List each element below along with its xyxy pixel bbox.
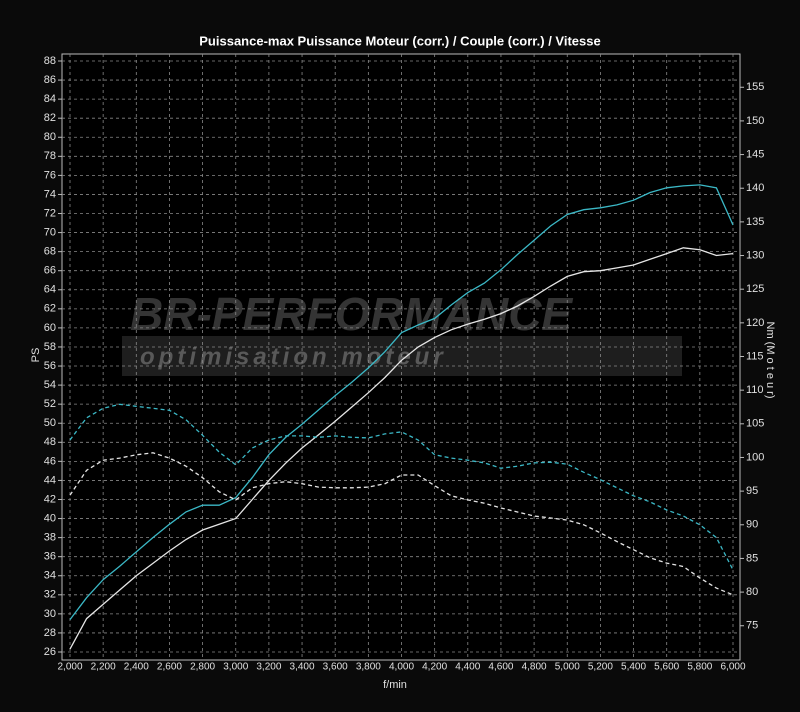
x-tick-label: 4,400 xyxy=(455,662,480,673)
y-axis-label: PS xyxy=(30,348,42,363)
y-tick-label: 70 xyxy=(44,226,56,238)
y-tick-label: 28 xyxy=(44,627,56,639)
x-tick-label: 2,400 xyxy=(124,662,149,673)
x-tick-label: 5,000 xyxy=(555,662,580,673)
x-tick-label: 2,000 xyxy=(57,662,82,673)
y-tick-label: 66 xyxy=(44,265,56,277)
x-tick-label: 4,800 xyxy=(522,662,547,673)
y2-tick-label: 115 xyxy=(746,350,764,362)
y2-tick-label: 135 xyxy=(746,216,764,228)
y-tick-label: 84 xyxy=(44,93,56,105)
x-tick-label: 3,200 xyxy=(256,662,281,673)
y-tick-label: 44 xyxy=(44,474,56,486)
y-tick-label: 82 xyxy=(44,112,56,124)
y-tick-label: 74 xyxy=(44,188,56,200)
y-tick-label: 72 xyxy=(44,207,56,219)
y-tick-label: 32 xyxy=(44,589,56,601)
y-tick-label: 40 xyxy=(44,512,56,524)
y2-tick-label: 80 xyxy=(746,586,758,598)
x-axis-label: f/min xyxy=(383,679,407,691)
y-tick-label: 78 xyxy=(44,150,56,162)
y2-tick-label: 95 xyxy=(746,485,758,497)
x-tick-label: 3,400 xyxy=(290,662,315,673)
x-tick-label: 3,000 xyxy=(223,662,248,673)
y2-tick-label: 100 xyxy=(746,451,764,463)
y2-tick-label: 125 xyxy=(746,283,764,295)
series-line xyxy=(69,184,734,620)
chart-title: Puissance-max Puissance Moteur (corr.) /… xyxy=(199,33,600,48)
watermark-band xyxy=(122,336,682,376)
y-tick-label: 64 xyxy=(44,284,56,296)
y-tick-label: 36 xyxy=(44,551,56,563)
y2-tick-label: 120 xyxy=(746,317,764,329)
x-tick-label: 2,800 xyxy=(190,662,215,673)
y-tick-label: 88 xyxy=(44,55,56,67)
plot-frame xyxy=(61,53,741,661)
y2-tick-label: 75 xyxy=(746,620,758,632)
y-tick-label: 50 xyxy=(44,417,56,429)
y2-tick-label: 85 xyxy=(746,552,758,564)
y-tick-label: 68 xyxy=(44,246,56,258)
y2-axis-label: Nm (M o t e u r) xyxy=(764,321,776,398)
y-tick-label: 80 xyxy=(44,131,56,143)
y-tick-label: 48 xyxy=(44,436,56,448)
x-tick-label: 6,000 xyxy=(720,662,745,673)
y-tick-label: 26 xyxy=(44,646,56,658)
series-line xyxy=(69,247,734,650)
y-tick-label: 58 xyxy=(44,341,56,353)
x-tick-label: 4,000 xyxy=(389,662,414,673)
x-tick-label: 5,400 xyxy=(621,662,646,673)
y-tick-label: 52 xyxy=(44,398,56,410)
y-tick-label: 56 xyxy=(44,360,56,372)
y-tick-label: 42 xyxy=(44,493,56,505)
x-tick-label: 2,600 xyxy=(157,662,182,673)
y-tick-label: 46 xyxy=(44,455,56,467)
y-tick-label: 76 xyxy=(44,169,56,181)
x-tick-label: 4,600 xyxy=(488,662,513,673)
y2-tick-label: 155 xyxy=(746,81,764,93)
watermark-title: BR-PERFORMANCE xyxy=(130,288,573,340)
x-tick-label: 5,200 xyxy=(588,662,613,673)
x-tick-label: 3,600 xyxy=(323,662,348,673)
x-tick-label: 3,800 xyxy=(356,662,381,673)
series-line xyxy=(69,452,734,596)
y-tick-label: 86 xyxy=(44,74,56,86)
y-tick-label: 60 xyxy=(44,322,56,334)
y-tick-label: 62 xyxy=(44,303,56,315)
y2-tick-label: 110 xyxy=(746,384,764,396)
series-line xyxy=(69,403,734,571)
y2-tick-label: 150 xyxy=(746,115,764,127)
x-tick-label: 2,200 xyxy=(91,662,116,673)
y2-tick-label: 90 xyxy=(746,519,758,531)
y-tick-label: 54 xyxy=(44,379,56,391)
y2-tick-label: 145 xyxy=(746,148,764,160)
y2-tick-label: 130 xyxy=(746,249,764,261)
x-tick-label: 5,600 xyxy=(654,662,679,673)
x-tick-label: 5,800 xyxy=(687,662,712,673)
y2-tick-label: 105 xyxy=(746,418,764,430)
y-tick-label: 34 xyxy=(44,570,56,582)
x-tick-label: 4,200 xyxy=(422,662,447,673)
y-tick-label: 30 xyxy=(44,608,56,620)
y-tick-label: 38 xyxy=(44,532,56,544)
y2-tick-label: 140 xyxy=(746,182,764,194)
